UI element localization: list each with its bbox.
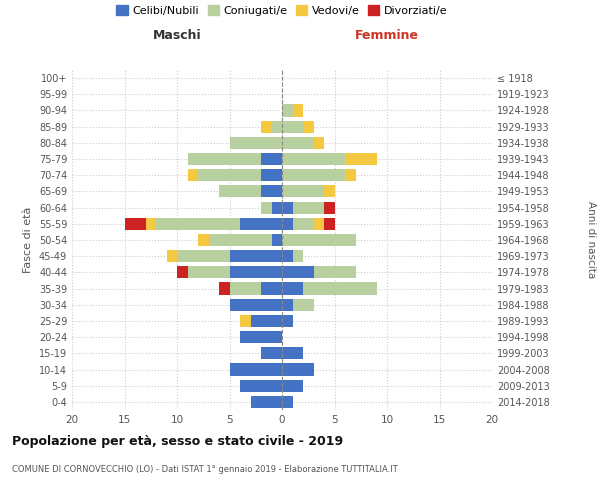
Bar [187, 266, 229, 278]
Bar [303, 282, 377, 294]
Bar [282, 282, 303, 294]
Bar [282, 380, 303, 392]
Bar [282, 202, 293, 213]
Bar [293, 202, 324, 213]
Bar [261, 282, 282, 294]
Bar [282, 250, 293, 262]
Bar [282, 298, 293, 311]
Bar [324, 218, 335, 230]
Bar [282, 153, 345, 165]
Bar [271, 234, 282, 246]
Bar [282, 104, 293, 117]
Bar [187, 153, 261, 165]
Bar [293, 298, 314, 311]
Bar [229, 266, 282, 278]
Bar [282, 364, 314, 376]
Bar [282, 218, 293, 230]
Bar [314, 266, 355, 278]
Bar [345, 169, 355, 181]
Bar [251, 396, 282, 408]
Bar [229, 137, 282, 149]
Bar [261, 348, 282, 360]
Bar [282, 234, 355, 246]
Bar [198, 234, 209, 246]
Text: Anni di nascita: Anni di nascita [586, 202, 596, 278]
Bar [261, 120, 271, 132]
Bar [261, 202, 271, 213]
Bar [282, 137, 314, 149]
Bar [219, 282, 229, 294]
Bar [198, 169, 261, 181]
Bar [229, 298, 282, 311]
Text: COMUNE DI CORNOVECCHIO (LO) - Dati ISTAT 1° gennaio 2019 - Elaborazione TUTTITAL: COMUNE DI CORNOVECCHIO (LO) - Dati ISTAT… [12, 465, 398, 474]
Bar [251, 315, 282, 327]
Bar [314, 137, 324, 149]
Bar [271, 120, 282, 132]
Bar [209, 234, 271, 246]
Bar [240, 331, 282, 343]
Bar [271, 202, 282, 213]
Legend: Celibi/Nubili, Coniugati/e, Vedovi/e, Divorziati/e: Celibi/Nubili, Coniugati/e, Vedovi/e, Di… [112, 1, 452, 20]
Bar [219, 186, 261, 198]
Bar [282, 120, 303, 132]
Bar [324, 202, 335, 213]
Bar [314, 218, 324, 230]
Bar [261, 153, 282, 165]
Bar [282, 315, 293, 327]
Y-axis label: Fasce di età: Fasce di età [23, 207, 33, 273]
Bar [156, 218, 240, 230]
Bar [293, 250, 303, 262]
Bar [229, 364, 282, 376]
Bar [240, 315, 251, 327]
Bar [167, 250, 177, 262]
Bar [282, 266, 314, 278]
Bar [324, 186, 335, 198]
Bar [282, 169, 345, 181]
Text: Maschi: Maschi [152, 30, 202, 43]
Bar [240, 380, 282, 392]
Bar [261, 169, 282, 181]
Bar [282, 396, 293, 408]
Text: Femmine: Femmine [355, 30, 419, 43]
Bar [282, 186, 324, 198]
Bar [240, 218, 282, 230]
Bar [282, 348, 303, 360]
Bar [293, 218, 314, 230]
Bar [293, 104, 303, 117]
Bar [177, 266, 187, 278]
Bar [345, 153, 377, 165]
Text: Popolazione per età, sesso e stato civile - 2019: Popolazione per età, sesso e stato civil… [12, 435, 343, 448]
Bar [125, 218, 146, 230]
Bar [229, 250, 282, 262]
Bar [187, 169, 198, 181]
Bar [303, 120, 314, 132]
Bar [229, 282, 261, 294]
Bar [177, 250, 229, 262]
Bar [261, 186, 282, 198]
Bar [146, 218, 156, 230]
